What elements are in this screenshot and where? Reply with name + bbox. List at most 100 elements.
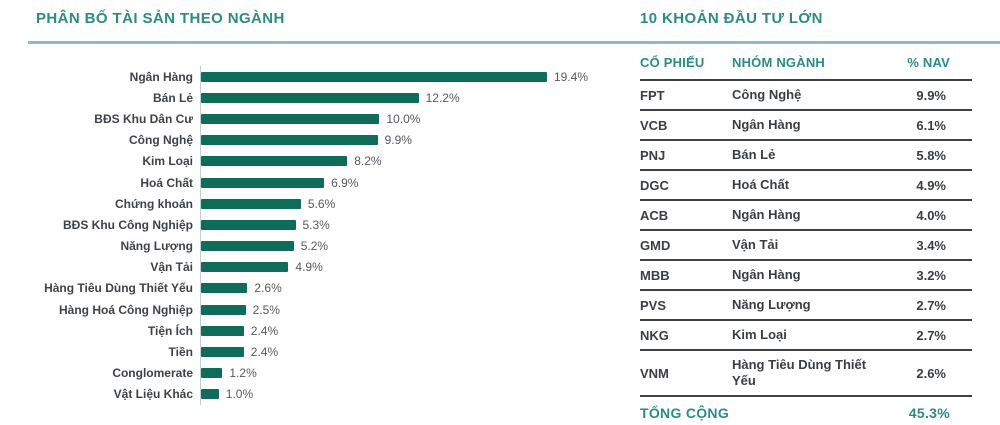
ticker-cell: PNJ xyxy=(640,147,666,163)
table-row: VNM Hàng Tiêu Dùng Thiết Yếu 2.6% xyxy=(640,351,972,397)
chart-row: Vận Tải 4.9% xyxy=(36,256,620,278)
category-label: Chứng khoán xyxy=(114,196,193,211)
sector-bar-chart: Ngân Hàng 19.4% Bán Lẻ 12.2% BĐS Khu Dân Cư 1… xyxy=(36,66,620,405)
nav-cell: 2.7% xyxy=(916,327,946,343)
nav-cell: 4.9% xyxy=(916,177,946,193)
total-label: TỔNG CỘNG xyxy=(640,405,730,421)
bar-track: 2.4% xyxy=(200,341,620,363)
bar xyxy=(201,283,248,294)
column-header-ticker: CỔ PHIẾU xyxy=(640,55,705,70)
table-row: GMD Vận Tải 3.4% xyxy=(640,231,972,261)
bar-value-label: 6.9% xyxy=(331,175,359,190)
sector-cell: Hoá Chất xyxy=(732,177,790,192)
bar-value-label: 1.2% xyxy=(229,366,257,381)
category-label: Công Nghệ xyxy=(129,133,193,148)
sector-cell: Hàng Tiêu Dùng Thiết Yếu xyxy=(732,357,867,388)
table-header-row: CỔ PHIẾU NHÓM NGÀNH % NAV xyxy=(640,53,972,81)
chart-row: Chứng khoán 5.6% xyxy=(36,193,620,215)
category-label: Hoá Chất xyxy=(140,175,193,190)
sector-cell: Công Nghệ xyxy=(732,87,802,102)
category-label: BĐS Khu Dân Cư xyxy=(94,111,193,126)
bar-track: 2.6% xyxy=(200,277,620,300)
ticker-cell: DGC xyxy=(640,177,669,193)
category-label: Ngân Hàng xyxy=(129,69,193,84)
bar-track: 10.0% xyxy=(200,108,620,130)
category-label: Conglomerate xyxy=(112,366,193,381)
table-row: PVS Năng Lượng 2.7% xyxy=(640,291,972,321)
bar-track: 2.4% xyxy=(200,320,620,342)
nav-cell: 4.0% xyxy=(916,207,946,223)
bar-value-label: 2.4% xyxy=(250,323,279,338)
category-label: Vận Tải xyxy=(150,260,193,275)
bar-track: 5.6% xyxy=(200,193,620,215)
bar xyxy=(201,135,378,146)
bar-track: 1.0% xyxy=(200,383,620,405)
bar-track: 5.2% xyxy=(200,235,620,257)
sector-cell: Vận Tải xyxy=(732,237,779,252)
ticker-cell: ACB xyxy=(640,207,669,223)
bar xyxy=(201,92,419,103)
table-row: DGC Hoá Chất 4.9% xyxy=(640,171,972,201)
total-value: 45.3% xyxy=(908,405,950,421)
sector-cell: Ngân Hàng xyxy=(732,117,801,132)
bar-value-label: 2.5% xyxy=(252,302,280,317)
table-row: MBB Ngân Hàng 3.2% xyxy=(640,261,972,291)
chart-row: Kim Loại 8.2% xyxy=(36,150,620,172)
bar-value-label: 19.4% xyxy=(554,69,589,84)
nav-cell: 3.2% xyxy=(916,267,946,283)
bar-value-label: 5.6% xyxy=(307,196,336,211)
ticker-cell: MBB xyxy=(640,267,670,283)
nav-cell: 3.4% xyxy=(916,237,946,253)
bar xyxy=(201,113,380,124)
chart-row: Công Nghệ 9.9% xyxy=(36,129,620,151)
bar-value-label: 9.9% xyxy=(384,133,412,148)
bar-track: 19.4% xyxy=(200,66,620,88)
chart-row: Ngân Hàng 19.4% xyxy=(36,66,620,88)
sector-allocation-title: PHÂN BỐ TÀI SẢN THEO NGÀNH xyxy=(36,10,285,27)
nav-cell: 9.9% xyxy=(916,87,946,103)
table-body: FPT Công Nghệ 9.9% VCB Ngân Hàng 6.1% PNJ Bán L… xyxy=(640,81,972,397)
column-header-sector: NHÓM NGÀNH xyxy=(732,55,825,70)
category-label: Kim Loại xyxy=(142,154,193,169)
nav-cell: 2.7% xyxy=(916,297,946,313)
bar xyxy=(201,389,219,400)
ticker-cell: NKG xyxy=(640,327,669,343)
chart-row: Hàng Tiêu Dùng Thiết Yếu 2.6% xyxy=(36,277,620,300)
bar-track: 12.2% xyxy=(200,87,620,109)
bar xyxy=(201,177,325,188)
bar xyxy=(201,219,296,230)
top-holdings-title: 10 KHOẢN ĐẦU TƯ LỚN xyxy=(640,10,823,27)
chart-row: Bán Lẻ 12.2% xyxy=(36,87,620,109)
bar xyxy=(201,304,246,315)
ticker-cell: GMD xyxy=(640,237,671,253)
category-label: Vật Liệu Khác xyxy=(113,387,193,402)
chart-row: Hoá Chất 6.9% xyxy=(36,171,620,194)
bar-track: 5.3% xyxy=(200,214,620,236)
chart-row: Năng Lượng 5.2% xyxy=(36,235,620,257)
bar-value-label: 4.9% xyxy=(295,260,323,275)
column-header-nav: % NAV xyxy=(907,55,950,70)
category-label: Tiện Ích xyxy=(147,323,193,338)
chart-row: Tiền 2.4% xyxy=(36,341,620,363)
sector-cell: Kim Loại xyxy=(732,327,787,342)
category-label: Hàng Hoá Công Nghiệp xyxy=(59,302,193,317)
bar-track: 2.5% xyxy=(200,299,620,321)
table-row: PNJ Bán Lẻ 5.8% xyxy=(640,141,972,171)
bar xyxy=(201,368,223,379)
bar-track: 6.9% xyxy=(200,171,620,194)
bar-value-label: 10.0% xyxy=(386,111,421,126)
sector-cell: Ngân Hàng xyxy=(732,207,801,222)
chart-row: Hàng Hoá Công Nghiệp 2.5% xyxy=(36,299,620,321)
table-row: NKG Kim Loại 2.7% xyxy=(640,321,972,351)
bar xyxy=(201,262,289,273)
category-label: Hàng Tiêu Dùng Thiết Yếu xyxy=(44,281,193,296)
sector-cell: Bán Lẻ xyxy=(732,147,776,162)
bar-value-label: 5.2% xyxy=(300,239,329,254)
bar xyxy=(201,325,244,336)
table-total-row: TỔNG CỘNG 45.3% xyxy=(640,397,972,425)
table-row: FPT Công Nghệ 9.9% xyxy=(640,81,972,111)
bar-value-label: 5.3% xyxy=(302,217,330,232)
sector-cell: Năng Lượng xyxy=(732,297,811,312)
chart-row: Conglomerate 1.2% xyxy=(36,362,620,384)
